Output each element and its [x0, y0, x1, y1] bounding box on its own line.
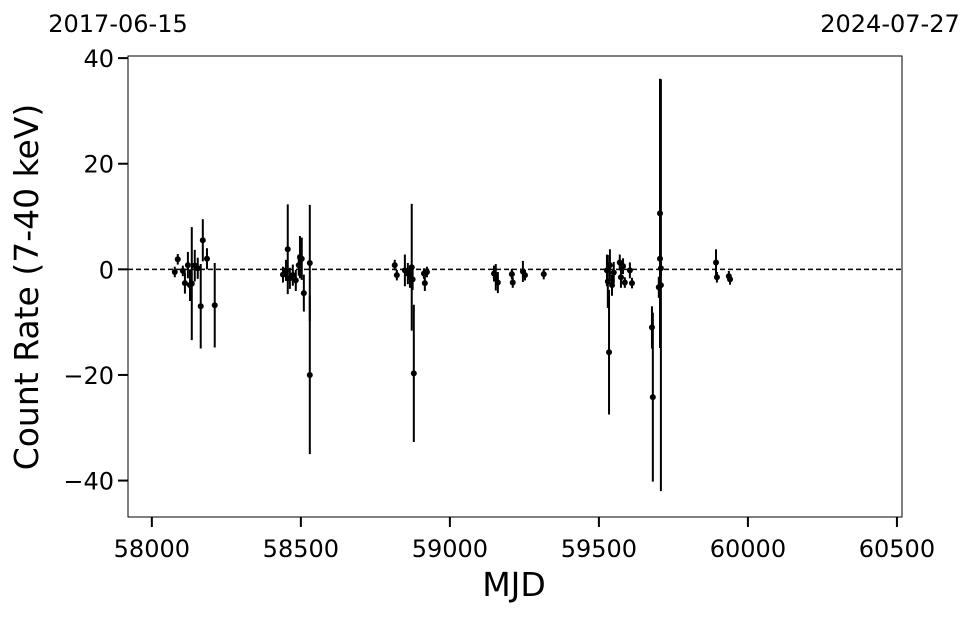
data-point: [727, 276, 734, 283]
data-point: [211, 302, 218, 309]
data-point: [181, 280, 188, 287]
data-point: [188, 280, 195, 287]
y-tick-label: 20: [83, 151, 114, 179]
data-point: [203, 255, 210, 262]
data-point: [494, 279, 501, 286]
x-tick-label: 59500: [561, 535, 637, 563]
data-point: [609, 282, 616, 289]
data-point: [174, 256, 181, 263]
data-point: [617, 274, 624, 281]
x-tick-label: 60500: [859, 535, 935, 563]
data-point: [606, 349, 613, 356]
y-tick-label: 0: [99, 256, 114, 284]
data-point: [656, 210, 663, 217]
data-point: [179, 267, 186, 274]
data-point: [282, 267, 289, 274]
data-point: [521, 272, 528, 279]
data-point: [284, 246, 291, 253]
y-tick-label: 40: [83, 45, 114, 73]
x-tick-label: 58000: [114, 535, 190, 563]
data-point: [603, 267, 610, 274]
data-point: [508, 271, 515, 278]
y-tick-label: −20: [63, 362, 114, 390]
data-point: [171, 268, 178, 275]
data-point: [408, 264, 415, 271]
data-point: [604, 278, 611, 285]
x-axis-label: MJD: [482, 565, 546, 604]
data-point: [626, 267, 633, 274]
data-point: [492, 274, 499, 281]
data-point: [292, 277, 299, 284]
data-point: [628, 280, 635, 287]
data-point: [657, 265, 664, 272]
data-point: [306, 260, 313, 267]
data-point: [620, 263, 627, 270]
data-point: [295, 262, 302, 269]
data-point: [409, 276, 416, 283]
data-point: [657, 282, 664, 289]
data-point: [713, 259, 720, 266]
data-point: [621, 279, 628, 286]
data-point: [610, 269, 617, 276]
data-point: [423, 268, 430, 275]
data-point: [197, 303, 204, 310]
data-point: [421, 280, 428, 287]
plot-frame: [127, 55, 903, 518]
data-point: [199, 237, 206, 244]
data-point: [194, 265, 201, 272]
data-point: [306, 371, 313, 378]
x-tick-label: 59000: [412, 535, 488, 563]
data-point: [279, 271, 286, 278]
data-point: [410, 370, 417, 377]
y-tick-label: −40: [63, 468, 114, 496]
data-point: [298, 255, 305, 262]
data-point: [713, 274, 720, 281]
x-tick-label: 60000: [710, 535, 786, 563]
data-point: [656, 255, 663, 262]
y-axis-label: Count Rate (7-40 keV): [7, 104, 46, 471]
data-point: [289, 272, 296, 279]
top-right-label: 2024-07-27: [820, 10, 959, 38]
data-point: [300, 290, 307, 297]
data-point: [509, 279, 516, 286]
data-point: [648, 324, 655, 331]
data-point: [391, 262, 398, 269]
x-tick-label: 58500: [263, 535, 339, 563]
data-point: [606, 262, 613, 269]
data-point: [393, 272, 400, 279]
data-point: [540, 271, 547, 278]
data-point: [649, 394, 656, 401]
top-left-label: 2017-06-15: [48, 10, 187, 38]
data-point: [184, 262, 191, 269]
